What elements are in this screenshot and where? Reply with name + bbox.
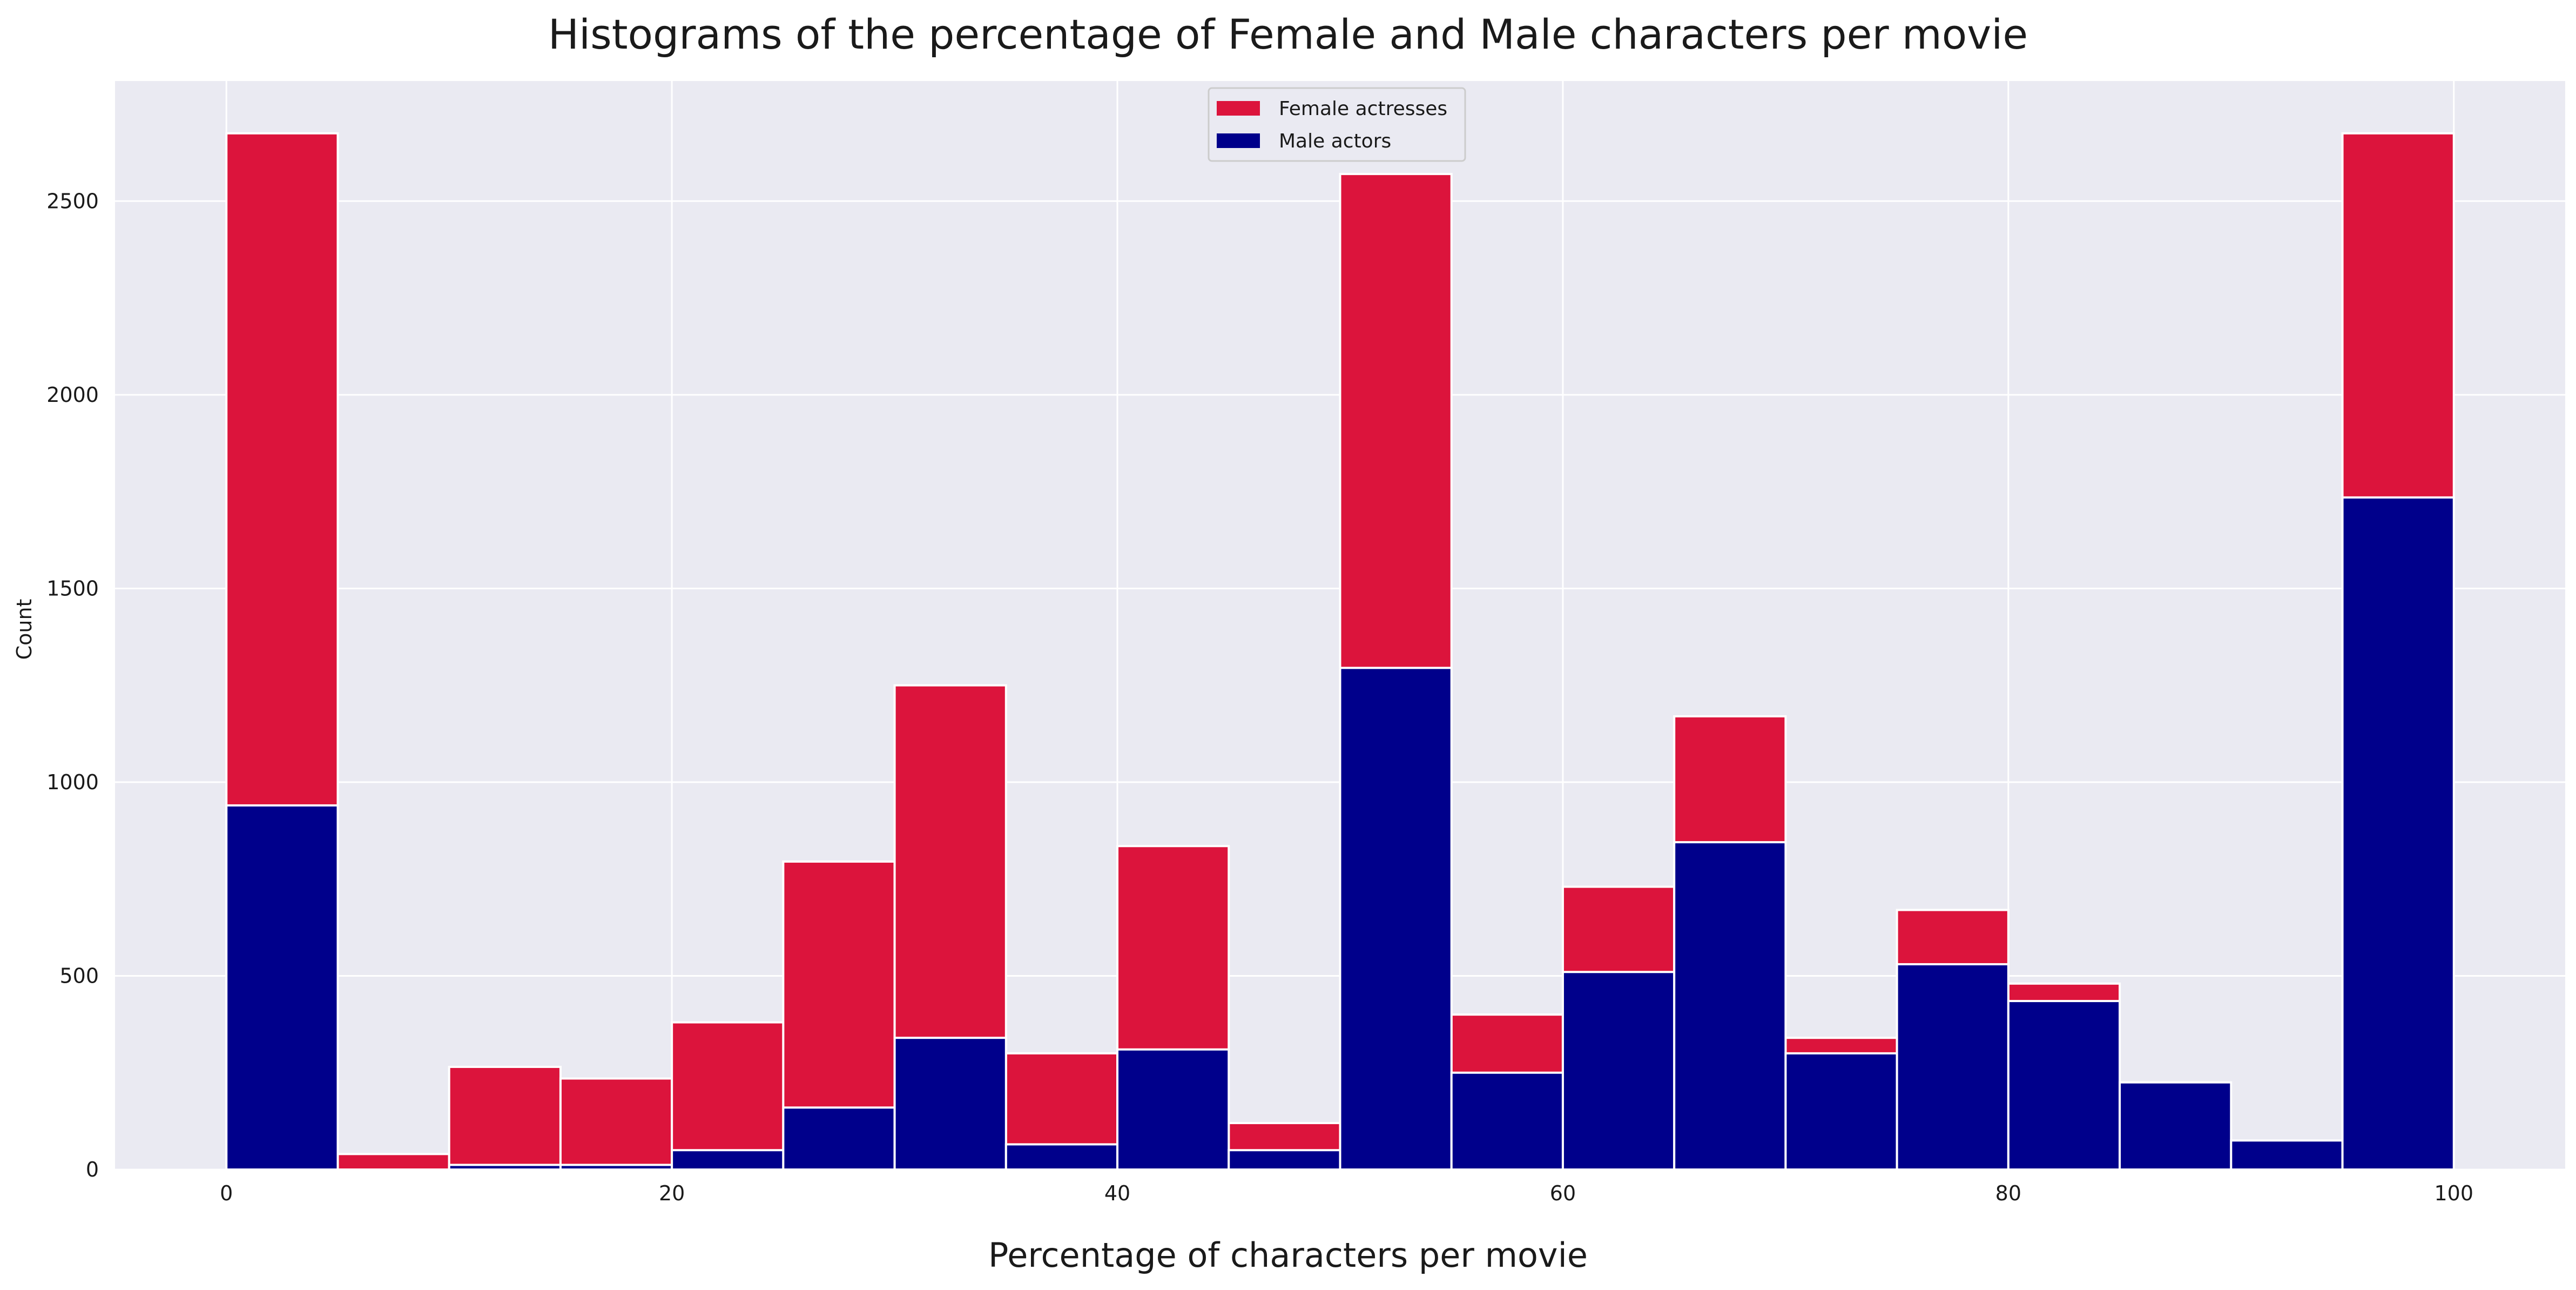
legend-swatch xyxy=(1217,101,1260,116)
legend-label: Male actors xyxy=(1279,130,1391,152)
male-bar xyxy=(2230,1139,2344,1171)
x-tick-label: 80 xyxy=(1995,1181,2021,1205)
y-tick-label: 2000 xyxy=(46,383,99,407)
chart-title: Histograms of the percentage of Female a… xyxy=(548,10,2028,58)
male-bar xyxy=(2119,1081,2233,1171)
tick-labels: 0 500 1000 1500 2000 2500 0 20 40 60 80 100 xyxy=(46,189,2473,1205)
male-bar xyxy=(1116,1048,1230,1171)
male-bar xyxy=(1450,1071,1564,1171)
female-bar xyxy=(671,1021,785,1171)
male-bar xyxy=(225,804,339,1171)
male-bar xyxy=(1004,1143,1119,1171)
legend-label: Female actresses xyxy=(1279,98,1447,120)
male-bar xyxy=(2341,496,2455,1171)
x-tick-label: 40 xyxy=(1104,1181,1130,1205)
male-bar xyxy=(1784,1052,1898,1171)
x-axis-label: Percentage of characters per movie xyxy=(988,1235,1588,1275)
male-bar xyxy=(671,1149,785,1171)
male-bar xyxy=(1561,971,1676,1171)
male-bar xyxy=(1339,667,1453,1171)
bars xyxy=(225,132,2455,1171)
male-bar xyxy=(559,1164,673,1171)
male-bar xyxy=(1228,1149,1341,1171)
y-tick-label: 2500 xyxy=(46,189,99,213)
legend: Female actresses Male actors xyxy=(1208,87,1466,162)
y-tick-label: 1500 xyxy=(46,576,99,600)
male-bar xyxy=(782,1106,896,1171)
y-axis-label: Count xyxy=(12,599,36,660)
male-bar xyxy=(893,1037,1007,1171)
series-1 xyxy=(225,496,2455,1171)
male-bar xyxy=(2007,1000,2121,1171)
male-bar xyxy=(448,1164,562,1171)
x-tick-label: 20 xyxy=(659,1181,685,1205)
y-tick-label: 500 xyxy=(59,964,99,987)
female-bar xyxy=(559,1077,673,1171)
legend-swatch xyxy=(1217,133,1260,148)
y-tick-label: 0 xyxy=(86,1158,99,1181)
female-bar xyxy=(336,1153,450,1171)
x-tick-label: 100 xyxy=(2435,1181,2474,1205)
female-bar xyxy=(448,1065,562,1171)
legend-box xyxy=(1208,87,1466,162)
x-tick-label: 60 xyxy=(1550,1181,1576,1205)
x-tick-label: 0 xyxy=(220,1181,233,1205)
male-bar xyxy=(1673,841,1787,1171)
male-bar xyxy=(1896,963,2009,1171)
y-tick-label: 1000 xyxy=(46,770,99,794)
legend-items: Female actresses Male actors xyxy=(1217,98,1447,152)
